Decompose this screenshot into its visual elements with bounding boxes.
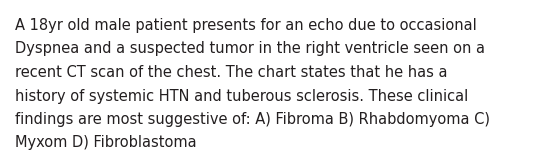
Text: A 18yr old male patient presents for an echo due to occasional: A 18yr old male patient presents for an … bbox=[15, 18, 477, 33]
Text: Myxom D) Fibroblastoma: Myxom D) Fibroblastoma bbox=[15, 135, 196, 150]
Text: findings are most suggestive of: A) Fibroma B) Rhabdomyoma C): findings are most suggestive of: A) Fibr… bbox=[15, 112, 490, 127]
Text: history of systemic HTN and tuberous sclerosis. These clinical: history of systemic HTN and tuberous scl… bbox=[15, 89, 468, 104]
Text: recent CT scan of the chest. The chart states that he has a: recent CT scan of the chest. The chart s… bbox=[15, 65, 448, 80]
Text: Dyspnea and a suspected tumor in the right ventricle seen on a: Dyspnea and a suspected tumor in the rig… bbox=[15, 42, 485, 56]
